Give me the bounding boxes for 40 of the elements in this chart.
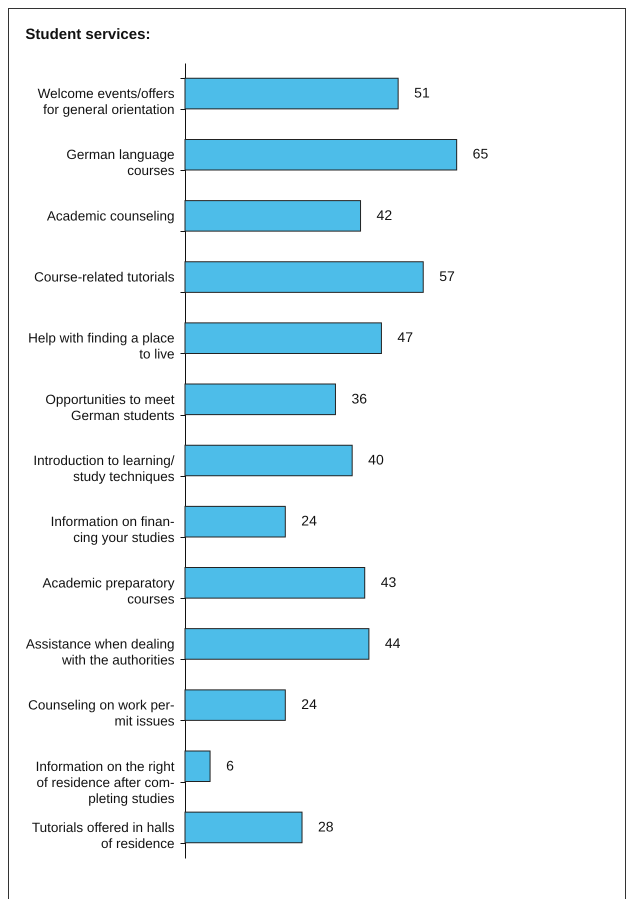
chart-title: Student services: [25,26,150,43]
y-tick-label: German language courses [66,147,175,178]
y-tick-label: Information on the right of residence after com- pleting studies [36,758,175,806]
bar [184,750,211,782]
bar [184,689,286,721]
y-tick-label: Help with finding a place to live [28,330,174,362]
bar [184,567,366,599]
y-tick-label: Academic preparatory courses [42,575,175,606]
data-label: 51 [414,84,430,101]
data-label: 24 [301,512,318,529]
bar [184,812,303,844]
data-label: 43 [380,574,397,590]
bar [184,78,399,110]
y-tick-label: Information on finan- cing your studies [50,514,175,546]
bar [184,384,336,416]
y-tick-label: Tutorials offered in halls of residence [32,820,175,851]
bar [184,138,458,171]
bar [184,200,362,232]
data-label: 36 [351,390,368,406]
y-tick-label: Welcome events/offers for general orientation [38,86,175,118]
data-label: 40 [368,452,384,468]
data-label: 47 [397,329,414,346]
y-tick-label: Course-related tutorials [34,270,175,285]
y-tick-label: Opportunities to meet German students [45,392,175,423]
y-tick-label: Introduction to learning/ study techniques [33,453,175,484]
data-label: 6 [226,757,234,774]
data-label: 57 [439,268,456,284]
bar [184,506,286,538]
data-label: 24 [301,696,318,712]
data-label: 65 [472,146,488,162]
data-label: 44 [384,634,401,651]
bar [184,322,382,354]
y-tick-label: Assistance when dealing with the authorities [26,636,175,668]
data-label: 42 [376,206,392,223]
bar [184,261,424,293]
data-label: 28 [318,818,334,834]
y-tick-label: Academic counseling [46,208,174,224]
bar [184,628,370,660]
bar [184,444,353,476]
y-tick-label: Counseling on work per- mit issues [28,698,175,729]
